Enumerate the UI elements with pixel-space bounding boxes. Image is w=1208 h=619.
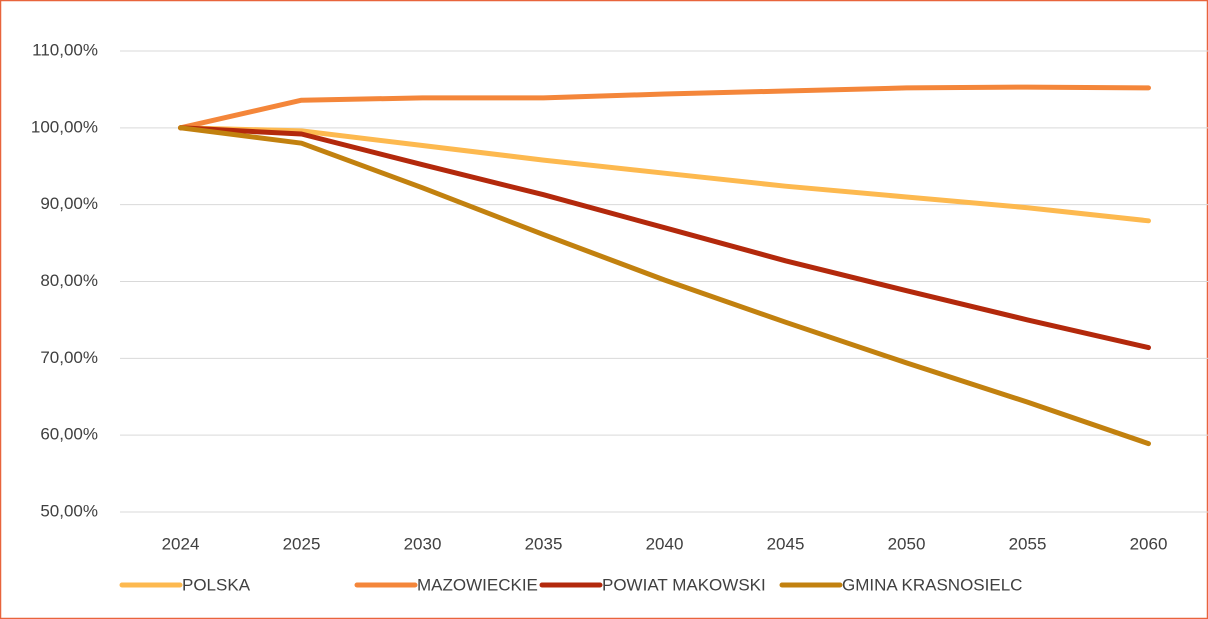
y-tick-label: 50,00%	[40, 501, 98, 520]
y-tick-label: 80,00%	[40, 271, 98, 290]
x-tick-label: 2025	[283, 534, 321, 553]
x-tick-label: 2045	[767, 534, 805, 553]
series-line	[178, 125, 1151, 224]
legend-label: POWIAT MAKOWSKI	[602, 575, 766, 594]
y-tick-label: 100,00%	[31, 117, 98, 136]
series-line	[178, 84, 1151, 131]
x-tick-label: 2055	[1009, 534, 1047, 553]
legend-label: MAZOWIECKIE	[417, 575, 538, 594]
x-tick-label: 2040	[646, 534, 684, 553]
x-tick-label: 2050	[888, 534, 926, 553]
series-line	[178, 125, 1151, 447]
x-tick-label: 2030	[404, 534, 442, 553]
x-tick-label: 2060	[1130, 534, 1168, 553]
y-tick-label: 90,00%	[40, 194, 98, 213]
x-tick-label: 2024	[162, 534, 200, 553]
x-tick-label: 2035	[525, 534, 563, 553]
y-tick-label: 60,00%	[40, 425, 98, 444]
y-tick-label: 70,00%	[40, 348, 98, 367]
legend-label: GMINA KRASNOSIELC	[842, 575, 1022, 594]
legend-label: POLSKA	[182, 575, 251, 594]
series-line	[178, 125, 1151, 351]
y-tick-label: 110,00%	[32, 40, 98, 59]
